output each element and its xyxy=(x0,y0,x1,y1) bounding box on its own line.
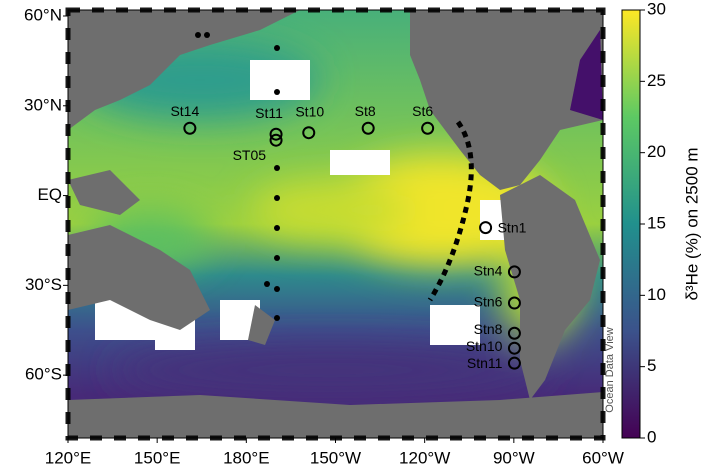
sample-dots xyxy=(195,32,280,321)
y-tick-label: 60°S xyxy=(25,365,62,384)
station-marker xyxy=(421,121,435,135)
station-marker xyxy=(507,326,521,340)
station-label: St11 xyxy=(255,105,283,121)
watermark: Ocean Data View xyxy=(604,327,616,412)
station-label: ST05 xyxy=(233,147,267,163)
x-tick-label: 180°E xyxy=(223,448,270,467)
land xyxy=(68,10,603,438)
y-tick-label: 60°N xyxy=(24,5,62,24)
station-marker xyxy=(302,126,316,140)
station-marker xyxy=(507,356,521,370)
station-label: St14 xyxy=(170,103,199,119)
station-label: St8 xyxy=(355,103,376,119)
station-marker xyxy=(479,221,493,235)
atlantic-patch xyxy=(570,30,603,120)
station-label: St10 xyxy=(295,103,324,119)
station-label: Stn1 xyxy=(498,219,527,235)
station-marker xyxy=(507,265,521,279)
colorbar-tick-label: 30 xyxy=(647,0,666,18)
y-tick-label: EQ xyxy=(37,185,62,204)
colorbar-tick-label: 20 xyxy=(647,142,666,161)
map-area xyxy=(68,10,603,438)
colorbar-tick-label: 15 xyxy=(647,213,666,232)
x-tick-label: 120°W xyxy=(399,448,450,467)
x-tick-label: 120°E xyxy=(45,448,92,467)
station-marker xyxy=(269,127,283,141)
station-label: Stn8 xyxy=(474,321,503,337)
station-marker xyxy=(507,341,521,355)
x-tick-label: 150°W xyxy=(310,448,361,467)
colorbar-tick-label: 10 xyxy=(647,285,666,304)
colorbar xyxy=(621,9,641,439)
colorbar-tick-label: 0 xyxy=(647,427,656,446)
transect-line xyxy=(427,120,474,302)
station-marker xyxy=(269,133,283,147)
colorbar-label: δ³He (%) on 2500 m xyxy=(682,147,701,300)
y-tick-label: 30°N xyxy=(24,95,62,114)
x-tick-label: 150°E xyxy=(134,448,181,467)
x-tick-label: 90°W xyxy=(493,448,535,467)
y-tick-label: 30°S xyxy=(25,275,62,294)
station-marker xyxy=(507,296,521,310)
x-tick-label: 60°W xyxy=(582,448,624,467)
station-marker xyxy=(183,121,197,135)
station-marker xyxy=(361,121,375,135)
station-label: St6 xyxy=(412,103,433,119)
station-label: Stn4 xyxy=(474,263,503,279)
colorbar-tick-label: 25 xyxy=(647,71,666,90)
station-label: Stn10 xyxy=(466,338,503,354)
station-label: Stn11 xyxy=(467,355,503,371)
colorbar-tick-label: 5 xyxy=(647,356,656,375)
station-label: Stn6 xyxy=(474,294,503,310)
